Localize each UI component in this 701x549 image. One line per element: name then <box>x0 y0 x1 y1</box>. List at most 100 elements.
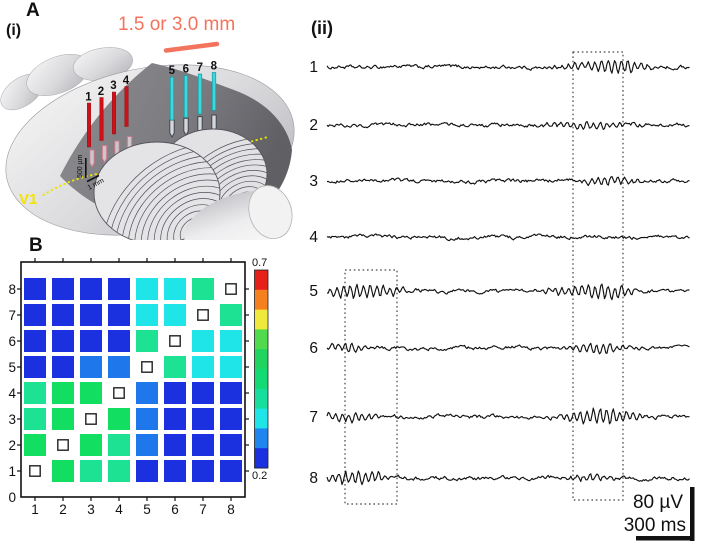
panel-a-label: A <box>26 0 40 21</box>
y-tick-label: 2 <box>8 438 16 453</box>
colorbar-segment <box>254 329 268 350</box>
red-electrode-label: 4 <box>123 75 130 87</box>
matrix-cell <box>220 330 242 352</box>
lfp-trace <box>326 342 690 355</box>
matrix-cell <box>80 382 102 404</box>
matrix-cell <box>164 434 186 456</box>
voltage-scale-label: 80 µV <box>633 492 683 513</box>
distance-annotation-line <box>163 41 220 53</box>
matrix-cell <box>220 304 242 326</box>
matrix-cell <box>52 382 74 404</box>
lfp-trace <box>327 175 690 187</box>
matrix-diagonal-cell <box>141 361 153 373</box>
matrix-cell <box>24 434 46 456</box>
x-tick-label: 4 <box>115 502 123 517</box>
matrix-cell <box>52 460 74 482</box>
cyan-electrode-label: 6 <box>183 64 189 76</box>
red-electrode-label: 3 <box>110 80 116 92</box>
matrix-cell <box>164 356 186 378</box>
lfp-trace <box>326 407 690 425</box>
matrix-cell <box>80 356 102 378</box>
voltage-scale-bar <box>690 487 695 541</box>
matrix-cell <box>24 356 46 378</box>
panel-a-sub-i-label: (i) <box>6 22 22 39</box>
matrix-cell <box>192 382 214 404</box>
matrix-cell <box>108 304 130 326</box>
matrix-cell <box>80 278 102 300</box>
matrix-cell <box>80 434 102 456</box>
roi-box-late-ch1-8 <box>572 51 624 501</box>
trace-label: 5 <box>309 283 318 300</box>
matrix-cell <box>192 330 214 352</box>
matrix-diagonal-cell <box>169 335 181 347</box>
distance-annotation: 1.5 or 3.0 mm <box>118 14 236 35</box>
matrix-cell <box>108 356 130 378</box>
matrix-cell <box>52 278 74 300</box>
matrix-cell <box>136 434 158 456</box>
matrix-cell <box>24 330 46 352</box>
colorbar-max-label: 0.7 <box>252 257 267 269</box>
trace-label: 6 <box>309 340 318 357</box>
matrix-cell <box>24 304 46 326</box>
matrix-ticks <box>17 258 249 501</box>
lfp-trace <box>326 283 690 301</box>
colorbar-min-label: 0.2 <box>252 470 267 482</box>
matrix-cell <box>80 460 102 482</box>
lfp-trace <box>326 470 690 486</box>
y-tick-label: 7 <box>8 308 16 323</box>
matrix-cell <box>220 408 242 430</box>
matrix-cell <box>108 408 130 430</box>
matrix-cell <box>192 434 214 456</box>
colorbar-segment <box>254 369 268 390</box>
cyan-electrode-label: 7 <box>197 62 203 74</box>
matrix-cell <box>136 408 158 430</box>
colorbar-segment <box>254 270 268 291</box>
x-tick-label: 1 <box>31 502 39 517</box>
matrix-diagonal-cell <box>225 283 237 295</box>
colorbar-segment <box>254 289 268 311</box>
matrix-cell <box>80 304 102 326</box>
y-tick-label: 3 <box>8 412 16 427</box>
x-tick-label: 6 <box>171 502 179 517</box>
matrix-cell <box>108 460 130 482</box>
matrix-cell <box>164 408 186 430</box>
matrix-cell <box>192 408 214 430</box>
time-scale-label: 300 ms <box>624 515 686 536</box>
matrix-cell <box>108 278 130 300</box>
panel-a-sub-ii-label: (ii) <box>311 18 333 38</box>
matrix-cell <box>192 356 214 378</box>
red-electrode-array <box>86 86 129 148</box>
colorbar-segment <box>254 349 268 370</box>
lfp-trace <box>326 233 690 242</box>
matrix-cell <box>192 460 214 482</box>
x-tick-label: 8 <box>227 502 235 517</box>
matrix-cell <box>136 304 158 326</box>
matrix-cell <box>136 330 158 352</box>
trace-label: 4 <box>309 229 318 246</box>
y-tick-label: 5 <box>8 360 16 375</box>
y-tick-label: 1 <box>8 464 16 479</box>
matrix-cell <box>164 278 186 300</box>
matrix-cell <box>136 382 158 404</box>
x-tick-label: 5 <box>143 502 151 517</box>
red-electrode-label: 1 <box>85 92 92 104</box>
matrix-diagonal-cell <box>197 309 209 321</box>
cyan-electrode-label: 8 <box>211 61 218 73</box>
matrix-cell <box>220 382 242 404</box>
colorbar-segment <box>254 388 268 410</box>
colorbar-segment <box>254 408 268 429</box>
red-electrode-label: 2 <box>98 86 104 98</box>
colorbar-frame <box>254 269 269 469</box>
colorbar-segment <box>254 309 268 330</box>
matrix-cell <box>108 434 130 456</box>
y-tick-label: 4 <box>8 386 16 401</box>
matrix-cell <box>52 304 74 326</box>
matrix-cell <box>192 278 214 300</box>
matrix-cell <box>52 356 74 378</box>
y-tick-label: 8 <box>8 282 16 297</box>
matrix-cell <box>52 330 74 352</box>
panel-b-label: B <box>29 235 43 256</box>
